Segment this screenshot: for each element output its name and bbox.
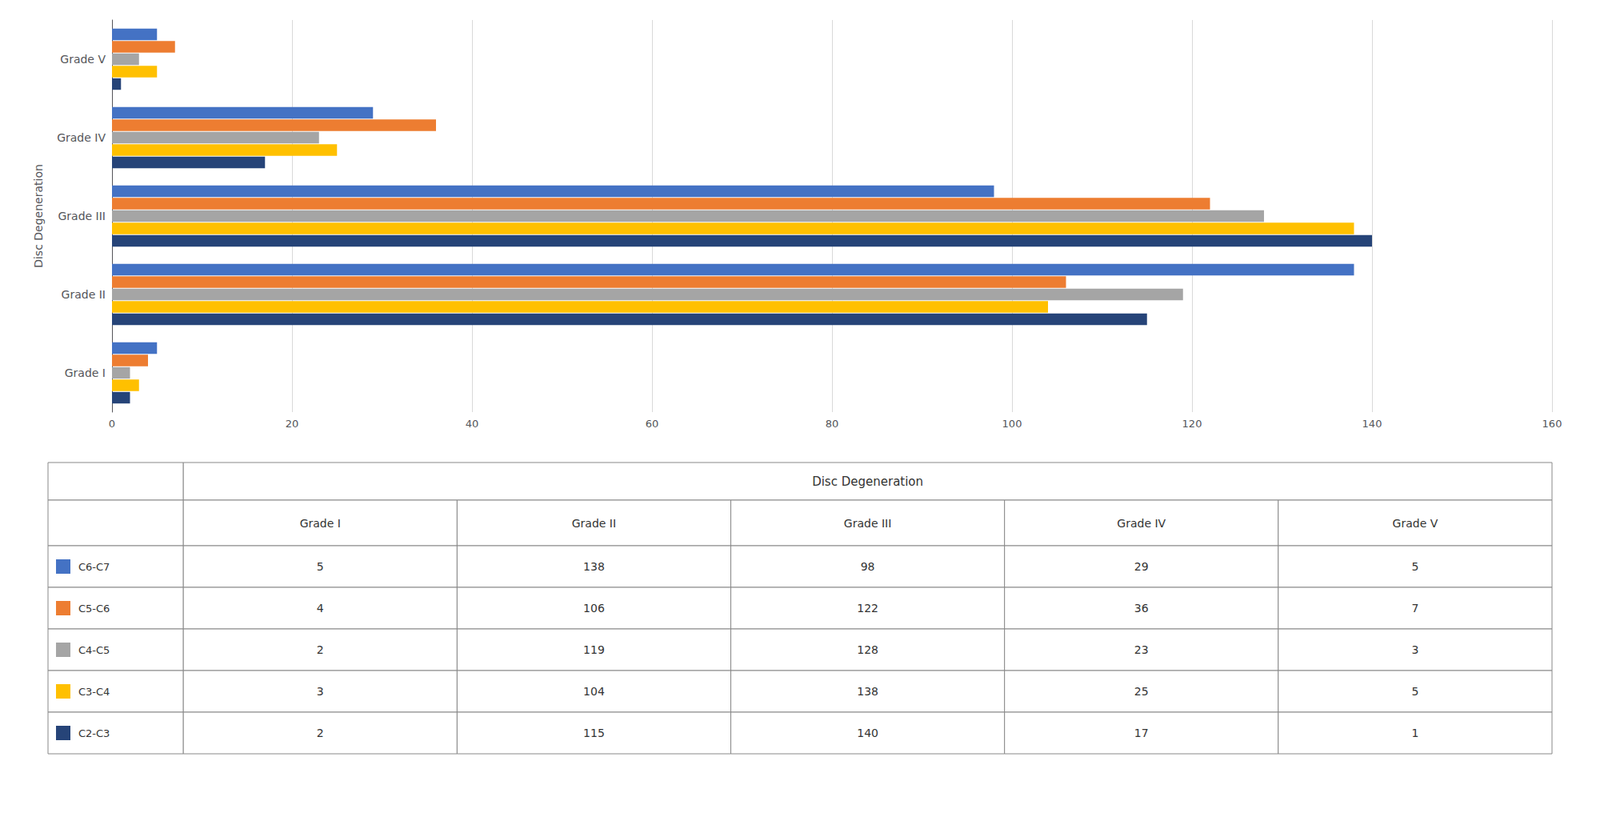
- svg-text:23: 23: [1134, 643, 1149, 656]
- svg-text:122: 122: [856, 601, 879, 615]
- svg-text:29: 29: [1134, 560, 1149, 573]
- svg-text:Grade V: Grade V: [60, 52, 106, 66]
- svg-text:115: 115: [583, 726, 605, 740]
- svg-text:100: 100: [1002, 417, 1023, 430]
- svg-text:17: 17: [1134, 726, 1149, 740]
- svg-text:Disc Degeneration: Disc Degeneration: [32, 164, 45, 268]
- svg-text:2: 2: [316, 643, 324, 656]
- svg-text:2: 2: [316, 726, 324, 740]
- svg-text:4: 4: [316, 601, 324, 615]
- svg-text:5: 5: [316, 560, 324, 573]
- svg-text:128: 128: [856, 643, 879, 656]
- svg-text:C6-C7: C6-C7: [78, 560, 110, 573]
- svg-text:3: 3: [316, 684, 324, 698]
- svg-text:3: 3: [1411, 643, 1419, 656]
- svg-text:Grade IV: Grade IV: [1116, 516, 1166, 530]
- svg-text:Grade IV: Grade IV: [56, 131, 106, 144]
- svg-text:Grade III: Grade III: [57, 209, 106, 223]
- svg-text:C2-C3: C2-C3: [78, 727, 110, 740]
- svg-text:80: 80: [825, 417, 840, 430]
- svg-text:0: 0: [108, 417, 116, 430]
- svg-text:5: 5: [1411, 560, 1419, 573]
- svg-text:C5-C6: C5-C6: [78, 602, 110, 615]
- svg-text:Grade I: Grade I: [300, 516, 341, 530]
- svg-text:98: 98: [860, 560, 876, 573]
- svg-text:138: 138: [856, 684, 879, 698]
- svg-text:160: 160: [1542, 417, 1563, 430]
- svg-text:Grade V: Grade V: [1392, 516, 1439, 530]
- svg-text:104: 104: [583, 684, 605, 698]
- svg-text:Grade III: Grade III: [844, 516, 892, 530]
- svg-text:7: 7: [1411, 601, 1419, 615]
- svg-text:140: 140: [856, 726, 879, 740]
- svg-text:1: 1: [1411, 726, 1419, 740]
- svg-text:Grade II: Grade II: [572, 516, 616, 530]
- svg-text:36: 36: [1134, 601, 1149, 615]
- svg-text:120: 120: [1182, 417, 1203, 430]
- svg-text:140: 140: [1362, 417, 1383, 430]
- svg-text:5: 5: [1411, 684, 1419, 698]
- svg-text:119: 119: [583, 643, 605, 656]
- svg-text:20: 20: [285, 417, 300, 430]
- svg-text:Disc Degeneration: Disc Degeneration: [812, 474, 924, 489]
- svg-text:138: 138: [583, 560, 605, 573]
- svg-text:C4-C5: C4-C5: [78, 644, 110, 656]
- svg-text:C3-C4: C3-C4: [78, 685, 110, 698]
- svg-text:60: 60: [645, 417, 660, 430]
- svg-text:25: 25: [1134, 684, 1149, 698]
- svg-text:Grade I: Grade I: [64, 366, 106, 380]
- svg-text:Grade II: Grade II: [61, 288, 106, 301]
- svg-text:106: 106: [583, 601, 605, 615]
- svg-text:40: 40: [465, 417, 480, 430]
